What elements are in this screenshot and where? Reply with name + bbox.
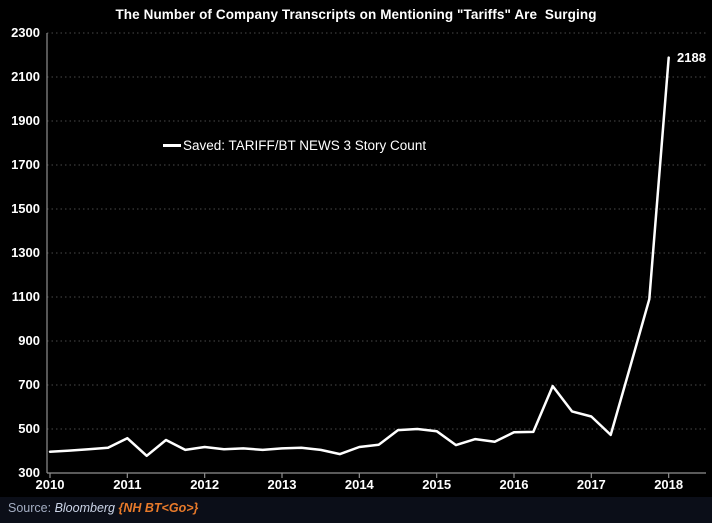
y-tick-label: 500 (18, 421, 40, 436)
legend-line-sample-icon (163, 144, 181, 147)
x-tick-label: 2014 (344, 477, 374, 492)
chart-title: The Number of Company Transcripts on Men… (115, 7, 597, 22)
y-tick-label: 1900 (11, 113, 40, 128)
source-name-label: Bloomberg (54, 501, 119, 515)
x-tick-label: 2016 (499, 477, 529, 492)
y-tick-label: 2100 (11, 69, 40, 84)
x-tick-label: 2011 (113, 477, 142, 492)
data-line-story-count (48, 56, 670, 458)
y-tick-label: 900 (18, 333, 40, 348)
x-tick-label: 2017 (576, 477, 606, 492)
x-tick-label: 2013 (267, 477, 297, 492)
x-tick-label: 2010 (35, 477, 65, 492)
x-tick-label: 2015 (422, 477, 452, 492)
y-tick-label: 1500 (11, 201, 40, 216)
y-tick-label: 1100 (11, 289, 40, 304)
y-tick-label: 300 (18, 465, 40, 480)
last-point-value-label: 2188 (677, 50, 706, 65)
x-tick-label: 2018 (654, 477, 684, 492)
y-tick-label: 2300 (11, 25, 40, 40)
y-tick-label: 1700 (11, 157, 40, 172)
x-tick-label: 2012 (190, 477, 220, 492)
y-tick-label: 700 (18, 377, 40, 392)
y-tick-label: 1300 (11, 245, 40, 260)
source-footer: Source: Bloomberg {NH BT<Go>} (0, 497, 712, 523)
source-terminal-command: {NH BT<Go>} (118, 501, 199, 515)
legend-label: Saved: TARIFF/BT NEWS 3 Story Count (183, 138, 427, 153)
legend: Saved: TARIFF/BT NEWS 3 Story Count (163, 138, 426, 153)
source-prefix-label: Source: (8, 501, 55, 515)
